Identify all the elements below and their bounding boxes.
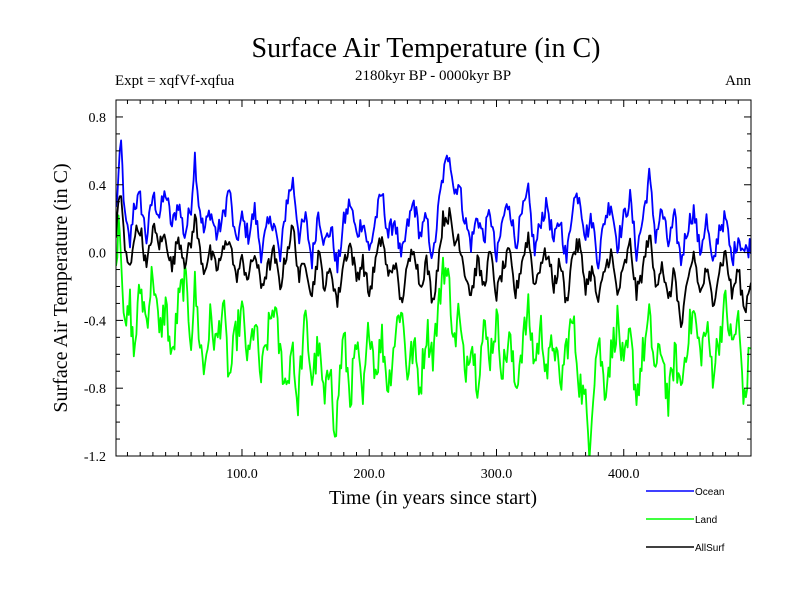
plot-area	[116, 139, 751, 456]
y-axis-label: Surface Air Temperature (in C)	[50, 163, 72, 412]
y-tick-label: -1.2	[84, 450, 106, 465]
y-tick-label: 0.8	[89, 111, 107, 126]
series-line-land	[116, 214, 751, 456]
legend-label-ocean: Ocean	[695, 487, 724, 498]
x-axis-label: Time (in years since start)	[329, 487, 537, 509]
legend-label-allsurf: AllSurf	[695, 543, 725, 554]
x-tick-label: 100.0	[226, 467, 258, 482]
y-tick-label: -0.4	[84, 314, 106, 329]
y-tick-label: -0.8	[84, 382, 106, 397]
chart-subtitle: 2180kyr BP - 0000kyr BP	[355, 68, 511, 84]
legend: Ocean Land AllSurf	[646, 487, 725, 554]
chart-title: Surface Air Temperature (in C)	[252, 33, 601, 64]
x-tick-label: 300.0	[481, 467, 513, 482]
y-tick-label: 0.0	[89, 247, 107, 262]
x-tick-label: 400.0	[608, 467, 640, 482]
legend-label-land: Land	[695, 515, 717, 526]
experiment-label: Expt = xqfVf-xqfua	[115, 73, 235, 89]
plot-frame	[115, 99, 752, 457]
x-tick-label: 200.0	[353, 467, 385, 482]
series-line-allsurf	[116, 195, 751, 328]
axes: 0.8 0.4 0.0 -0.4 -0.8 -1.2 100.0 200.0 300.0 400.…	[84, 99, 752, 482]
y-tick-label: 0.4	[89, 179, 107, 194]
series-line-ocean	[116, 139, 751, 274]
season-label: Ann	[725, 73, 751, 89]
